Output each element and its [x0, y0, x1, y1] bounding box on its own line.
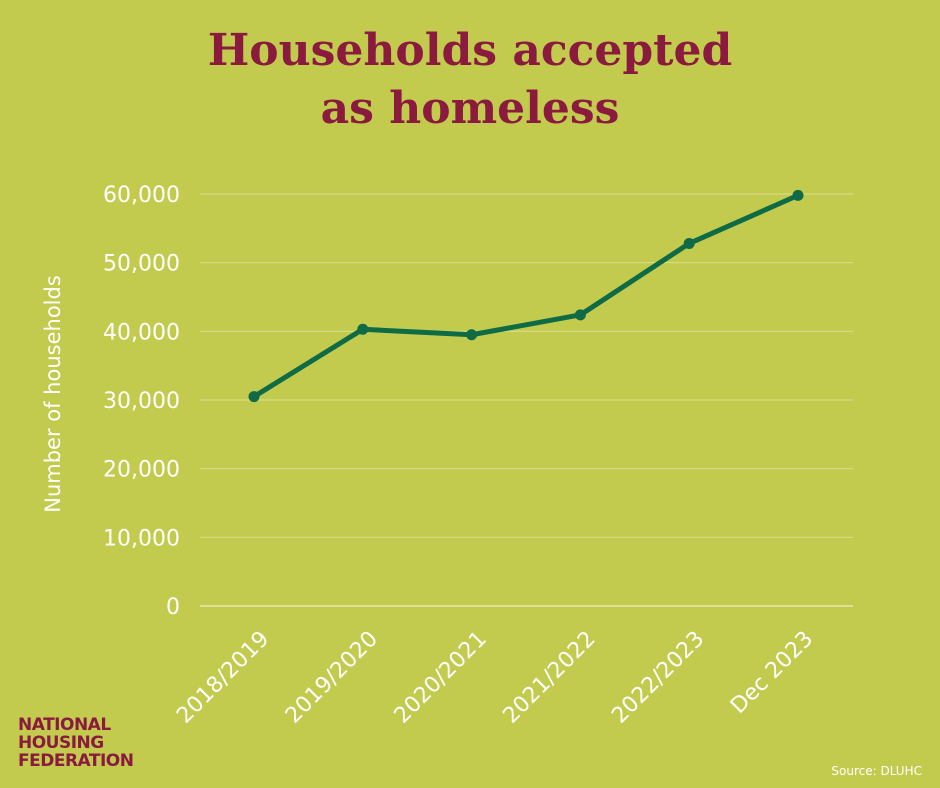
national-housing-federation-logo: NATIONAL HOUSING FEDERATION [18, 715, 134, 771]
y-tick-label: 20,000 [103, 458, 180, 483]
y-tick-label: 50,000 [103, 252, 180, 277]
data-point [683, 237, 695, 249]
x-tick-label: 2019/2020 [281, 627, 383, 729]
x-tick-label: Dec 2023 [726, 627, 818, 719]
y-tick-label: 10,000 [103, 526, 180, 551]
y-axis-label: Number of households [41, 275, 65, 513]
source-note: Source: DLUHC [831, 764, 922, 778]
data-point [574, 309, 586, 321]
logo-line-2: HOUSING [18, 733, 104, 753]
chart-title-line-2: as homeless [320, 83, 620, 134]
chart-title: Households accepted as homeless [0, 22, 940, 138]
y-tick-label: 40,000 [103, 320, 180, 345]
grid-lines [200, 193, 853, 607]
logo-line-3: FEDERATION [18, 751, 134, 771]
x-axis-tick-labels: 2018/2019 2019/2020 2020/2021 2021/2022 2022… [172, 627, 818, 729]
x-tick-label: 2021/2022 [499, 627, 601, 729]
series-line [251, 192, 801, 400]
x-tick-label: 2022/2023 [607, 627, 709, 729]
y-tick-label: 60,000 [103, 183, 180, 208]
data-point [792, 189, 804, 201]
series-line-layer [248, 189, 804, 403]
chart-title-line-1: Households accepted [207, 25, 733, 76]
x-tick-label: 2018/2019 [172, 627, 274, 729]
y-tick-label: 0 [166, 595, 180, 620]
x-tick-label: 2020/2021 [390, 627, 492, 729]
data-point [357, 323, 369, 335]
data-point [466, 329, 478, 341]
y-axis-tick-labels: 0 10,000 20,000 30,000 40,000 50,000 60,000 [103, 183, 180, 620]
data-point [248, 391, 260, 403]
y-tick-label: 30,000 [103, 389, 180, 414]
logo-line-1: NATIONAL [18, 715, 111, 735]
